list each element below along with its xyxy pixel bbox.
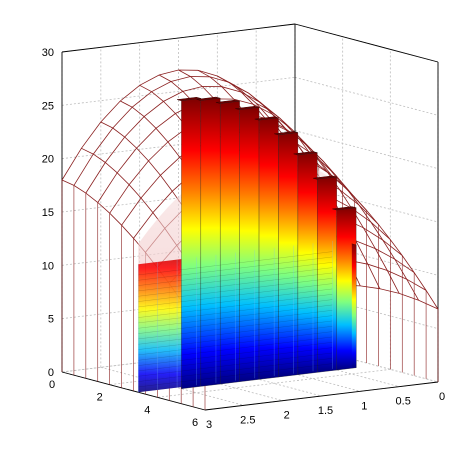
cut-stripe — [138, 310, 333, 334]
y-tick-label: 0 — [439, 391, 445, 403]
staircase-cut — [137, 96, 357, 393]
cut-stripe — [138, 331, 333, 356]
y-tick-label: 2.5 — [240, 414, 255, 426]
cut-stripe — [138, 320, 333, 345]
gridline-z — [294, 76, 439, 116]
gridline-z — [61, 76, 296, 106]
staircase-column — [297, 152, 318, 375]
cut-stripe — [138, 326, 333, 350]
staircase-column — [220, 101, 240, 385]
cut-stripe — [138, 256, 333, 281]
x-tick-label: 0 — [49, 379, 55, 391]
z-tick-label: 0 — [48, 367, 54, 379]
cut-stripe — [138, 358, 333, 382]
z-tick-label: 30 — [42, 47, 54, 59]
cut-stripe — [138, 251, 333, 276]
cut-stripe — [138, 363, 333, 388]
cut-stripe — [138, 315, 333, 340]
z-tick-label: 15 — [42, 207, 54, 219]
axis-ticks: 0 5 10 15 20 25 30 0 2 4 6 3 2.5 2 1.5 1 0.5 0 — [42, 47, 445, 431]
cut-stripe — [138, 352, 333, 377]
staircase-column — [278, 132, 299, 378]
axis-line — [294, 23, 439, 63]
y-tick-label: 2 — [284, 410, 290, 422]
y-tick-label: 1.5 — [318, 405, 333, 417]
z-tick-label: 5 — [48, 314, 54, 326]
x-tick-label: 4 — [144, 404, 150, 416]
x-tick-label: 2 — [97, 392, 103, 404]
x-tick-label: 6 — [192, 417, 198, 429]
z-tick-label: 10 — [42, 260, 54, 272]
y-tick-label: 0.5 — [396, 396, 411, 408]
cut-stripe — [138, 342, 333, 366]
cut-stripe — [138, 347, 333, 372]
staircase-column — [181, 98, 201, 389]
surface-wire-y — [73, 76, 308, 186]
staircase-column — [200, 98, 221, 387]
cut-stripe — [138, 267, 333, 292]
surface-wire-y — [61, 69, 296, 181]
axis-line — [204, 381, 439, 411]
cut-stripe — [138, 262, 333, 286]
z-tick-label: 25 — [42, 100, 54, 112]
cut-stripe — [138, 288, 333, 313]
y-tick-label: 3 — [206, 419, 212, 431]
axis-line — [61, 23, 296, 53]
surface-wire-y — [85, 86, 320, 194]
cut-stripe — [138, 304, 333, 329]
cut-stripe — [138, 278, 333, 302]
cut-stripe — [138, 336, 333, 361]
z-tick-label: 20 — [42, 154, 54, 166]
staircase-front — [351, 243, 357, 368]
gridline-x — [157, 368, 391, 398]
gridline-z — [294, 130, 439, 170]
y-tick-label: 1 — [361, 400, 367, 412]
cut-stripe — [138, 294, 333, 318]
cut-stripe — [138, 283, 333, 308]
cut-stripe — [138, 272, 333, 297]
cut-stripe — [138, 299, 333, 324]
